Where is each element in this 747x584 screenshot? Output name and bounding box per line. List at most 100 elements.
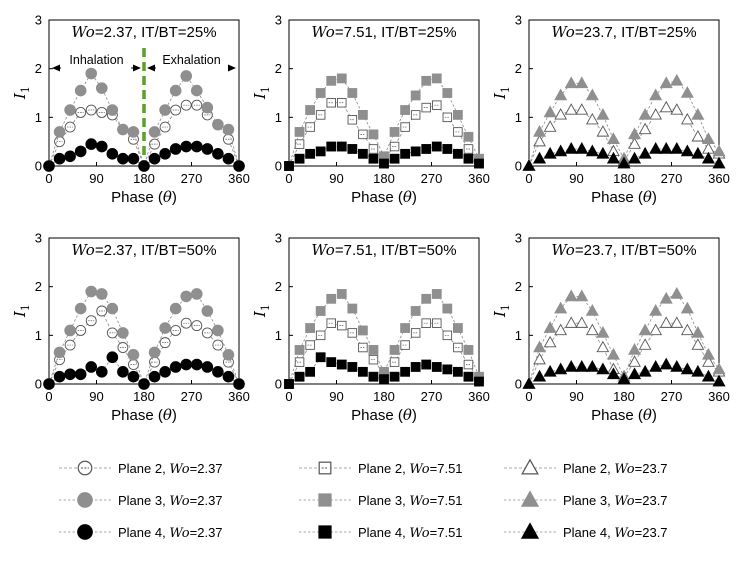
- data-point-plane-4: [294, 153, 305, 164]
- data-point-plane-3: [533, 340, 547, 353]
- data-point-plane-3: [670, 287, 684, 299]
- data-point-plane-2: [543, 335, 557, 348]
- data-point-plane-3: [575, 76, 589, 89]
- data-point-plane-3: [53, 346, 66, 359]
- data-point-plane-4: [628, 151, 642, 164]
- data-point-plane-2: [585, 323, 599, 336]
- data-point-plane-3: [85, 285, 98, 298]
- data-point-plane-4: [554, 144, 568, 157]
- data-point-plane-3: [680, 301, 694, 314]
- legend-marker: [520, 490, 540, 507]
- data-point-plane-2: [543, 120, 557, 132]
- data-point-plane-4: [649, 360, 663, 372]
- inhalation-label: Inhalation: [69, 53, 123, 67]
- data-point-plane-4: [368, 153, 379, 164]
- data-point-plane-4: [670, 142, 684, 154]
- data-point-plane-2: [421, 318, 431, 328]
- data-point-plane-4: [74, 145, 87, 158]
- data-point-plane-2: [347, 115, 358, 125]
- legend-marker-group: [318, 493, 332, 507]
- exhalation-arrow-head-left: [147, 64, 155, 72]
- y-tick-label: 2: [275, 279, 282, 294]
- data-point-plane-4: [421, 144, 432, 154]
- data-point-plane-4: [554, 362, 568, 375]
- legend-label-wo: Wo: [169, 462, 189, 477]
- data-point-plane-4: [691, 364, 705, 377]
- data-point-plane-3: [400, 105, 411, 115]
- x-tick-label: 0: [525, 171, 532, 186]
- x-axis-label: Phase (θ): [111, 188, 177, 206]
- data-point-plane-3: [659, 76, 673, 89]
- data-point-plane-2: [680, 323, 694, 336]
- legend-marker: [318, 525, 332, 539]
- x-tick-label: 360: [228, 171, 250, 186]
- y-axis-label-sub: 1: [259, 86, 272, 93]
- legend-marker: [77, 524, 93, 540]
- legend-label: Plane 2, Wo=2.37: [118, 461, 223, 477]
- data-point-plane-2: [596, 125, 610, 137]
- x-tick-label: 180: [613, 171, 635, 186]
- data-point-plane-4: [474, 376, 484, 387]
- data-point-plane-4: [474, 158, 484, 169]
- legend-marker-group: [318, 461, 332, 475]
- data-point-plane-4: [233, 378, 245, 390]
- data-point-plane-3: [628, 127, 642, 140]
- data-point-plane-4: [659, 357, 673, 370]
- legend-label: Plane 3, Wo=2.37: [118, 493, 223, 509]
- data-point-plane-3: [659, 291, 673, 304]
- x-tick-label: 360: [468, 389, 490, 404]
- panel-title-wo: Wo: [311, 23, 334, 41]
- x-tick-label: 90: [89, 171, 103, 186]
- x-tick-label: 180: [373, 171, 395, 186]
- panel-title: Wo=7.51, IT/BT=25%: [311, 23, 456, 41]
- data-point-plane-4: [148, 370, 161, 383]
- data-point-plane-3: [691, 107, 705, 120]
- data-point-plane-4: [463, 153, 474, 164]
- data-point-plane-4: [575, 142, 589, 154]
- panel-title-wo: Wo: [71, 241, 94, 259]
- x-axis-label-close: ): [652, 189, 657, 206]
- y-axis-label-main: I: [491, 310, 509, 318]
- data-point-plane-2: [575, 103, 589, 115]
- data-point-plane-4: [379, 374, 389, 385]
- data-point-plane-4: [701, 369, 715, 382]
- y-tick-label: 3: [515, 13, 522, 28]
- data-point-plane-3: [305, 323, 316, 333]
- y-axis-label-sub: 1: [499, 304, 512, 311]
- data-point-plane-4: [691, 146, 705, 159]
- legend-label-val: =7.51: [430, 525, 463, 540]
- data-point-plane-3: [596, 107, 610, 120]
- y-axis-label-sub: 1: [259, 304, 272, 311]
- data-point-plane-3: [368, 345, 379, 355]
- data-point-plane-4: [585, 360, 599, 372]
- x-axis-label-text: Phase (: [351, 407, 403, 424]
- data-point-plane-3: [533, 125, 547, 137]
- legend-item: Plane 3, Wo=7.51: [299, 493, 463, 509]
- y-tick-label: 1: [35, 328, 42, 343]
- data-point-plane-3: [305, 105, 316, 115]
- data-point-plane-4: [421, 359, 432, 370]
- data-point-plane-3: [127, 126, 140, 138]
- data-point-plane-4: [400, 366, 411, 377]
- data-point-plane-3: [564, 76, 578, 89]
- y-axis-label-main: I: [491, 92, 509, 100]
- data-point-plane-3: [169, 302, 182, 315]
- legend-label-wo: Wo: [169, 494, 189, 509]
- data-point-plane-4: [138, 160, 150, 172]
- y-tick-label: 1: [275, 110, 282, 125]
- x-axis-label-close: ): [412, 407, 417, 424]
- data-point-plane-4: [606, 151, 620, 164]
- y-tick-label: 0: [515, 159, 522, 174]
- panel-title-rest: =7.51, IT/BT=50%: [335, 242, 457, 259]
- legend-label-plane: Plane 4,: [118, 525, 169, 540]
- data-point-plane-2: [638, 338, 652, 350]
- data-point-plane-3: [670, 73, 684, 86]
- data-point-plane-3: [190, 288, 203, 300]
- legend-label-wo: Wo: [169, 526, 189, 541]
- data-point-plane-3: [421, 75, 432, 86]
- data-point-plane-4: [452, 148, 463, 159]
- y-tick-label: 2: [35, 279, 42, 294]
- data-point-plane-4: [326, 357, 337, 367]
- data-point-plane-2: [463, 144, 474, 154]
